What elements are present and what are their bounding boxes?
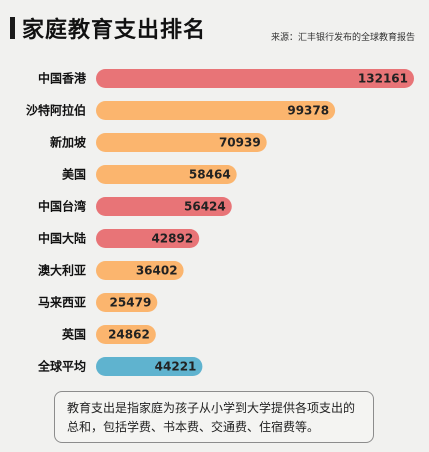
category-label: 新加坡 xyxy=(50,135,87,150)
bar xyxy=(96,357,203,376)
bar xyxy=(96,101,336,120)
category-label: 中国香港 xyxy=(38,71,87,86)
bar-value-label: 56424 xyxy=(184,200,226,214)
bar-value-label: 36402 xyxy=(136,264,178,278)
category-label: 中国台湾 xyxy=(38,199,86,214)
bar-chart: 中国香港 132161 沙特阿拉伯 99378 新加坡 70939 美国 58464 中国台湾 5… xyxy=(26,69,414,376)
bar-value-label: 99378 xyxy=(287,104,329,118)
bar xyxy=(96,325,156,344)
bar-value-label: 24862 xyxy=(108,328,150,342)
bar-value-label: 70939 xyxy=(219,136,261,150)
category-label: 英国 xyxy=(62,327,86,342)
bar xyxy=(96,133,267,152)
bar-value-label: 25479 xyxy=(110,296,152,310)
source-note: 来源：汇丰银行发布的全球教育报告 xyxy=(270,33,415,43)
bar-value-label: 132161 xyxy=(358,72,408,86)
bar xyxy=(96,229,200,248)
bar xyxy=(96,165,237,184)
definition-note: 教育支出是指家庭为孩子从小学到大学提供各项支出的总和，包括学费、书本费、交通费、… xyxy=(54,391,374,443)
header: 家庭教育支出排名 来源：汇丰银行发布的全球教育报告 xyxy=(0,0,429,50)
category-label: 中国大陆 xyxy=(38,231,86,246)
bar xyxy=(96,261,184,280)
category-label: 沙特阿拉伯 xyxy=(26,103,86,118)
chart-title: 家庭教育支出排名 xyxy=(22,18,207,43)
category-label: 澳大利亚 xyxy=(38,263,86,278)
category-label: 全球平均 xyxy=(37,359,86,374)
category-label: 美国 xyxy=(62,167,86,182)
bar-value-label: 58464 xyxy=(189,168,231,182)
bar xyxy=(96,293,158,312)
bar xyxy=(96,69,414,88)
title-accent-bar xyxy=(10,17,15,39)
bar-value-label: 44221 xyxy=(155,360,197,374)
bar-value-label: 42892 xyxy=(151,232,193,246)
category-label: 马来西亚 xyxy=(38,295,86,310)
bar xyxy=(96,197,232,216)
